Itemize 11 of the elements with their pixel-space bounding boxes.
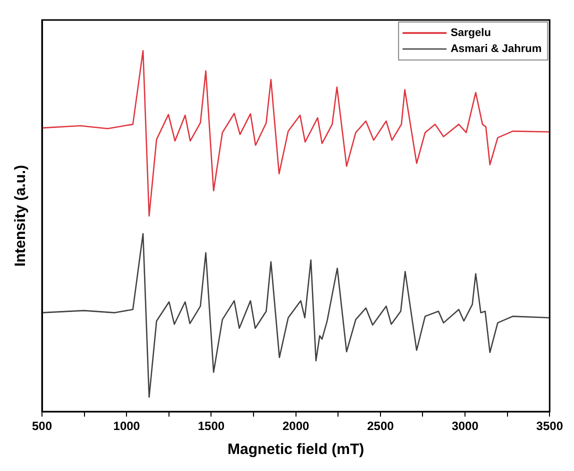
legend-label: Sargelu xyxy=(450,27,491,40)
x-tick-label: 2500 xyxy=(367,419,394,434)
x-axis-title: Magnetic field (mT) xyxy=(227,441,364,458)
x-tick-label: 1500 xyxy=(198,419,225,434)
x-tick-label: 1000 xyxy=(113,419,140,434)
y-axis-title: Intensity (a.u.) xyxy=(12,164,30,267)
legend-label: Asmari & Jahrum xyxy=(450,43,542,56)
x-tick-label: 3500 xyxy=(536,419,564,434)
x-tick-label: 3000 xyxy=(452,419,479,434)
x-tick-label: 2000 xyxy=(282,419,310,434)
x-tick-label: 500 xyxy=(32,419,52,434)
